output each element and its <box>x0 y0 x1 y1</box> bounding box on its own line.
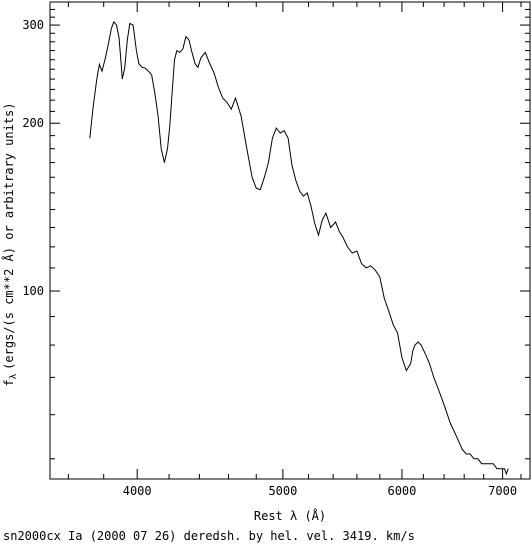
y-tick-label: 300 <box>22 18 44 32</box>
x-tick-label: 6000 <box>387 484 416 498</box>
spectrum-line <box>89 20 509 476</box>
y-axis-ticks: 100 200 300 <box>22 8 530 460</box>
spectrum-caption: sn2000cx Ia (2000 07 26) deredsh. by hel… <box>3 529 415 543</box>
x-tick-label: 7000 <box>488 484 517 498</box>
x-tick-label: 5000 <box>268 484 297 498</box>
y-axis-title-subscript: λ <box>9 373 19 379</box>
y-axis-title-base: f <box>2 379 16 386</box>
x-axis-title: Rest λ (Å) <box>254 508 326 523</box>
y-axis-title-rest: (ergs/(s cm**2 Å) or arbitrary units) <box>1 103 16 370</box>
y-axis-title: fλ (ergs/(s cm**2 Å) or arbitrary units) <box>1 103 19 387</box>
x-tick-label: 4000 <box>123 484 152 498</box>
plot-frame <box>49 1 531 480</box>
y-tick-label: 200 <box>22 116 44 130</box>
x-axis-ticks: 4000 5000 6000 7000 <box>67 2 522 498</box>
y-tick-label: 100 <box>22 284 44 298</box>
